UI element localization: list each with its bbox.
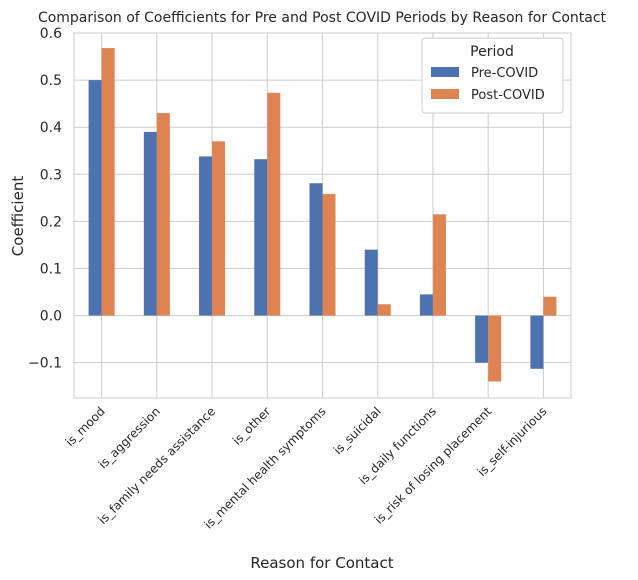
y-tick-label: 0.4 — [40, 120, 62, 136]
bar-post-covid — [101, 48, 115, 316]
plot-frame — [73, 32, 572, 399]
legend-swatch-post-covid — [431, 89, 459, 99]
bar-post-covid — [543, 296, 557, 316]
legend-label-post-covid: Post-COVID — [471, 88, 545, 103]
y-tick-label: 0.5 — [40, 73, 62, 89]
legend: Period Pre-COVID Post-COVID — [421, 37, 564, 114]
bar-post-covid — [322, 194, 336, 316]
bar-post-covid — [212, 141, 226, 316]
legend-label-pre-covid: Pre-COVID — [471, 66, 538, 81]
x-tick-label: is_other — [230, 404, 274, 448]
x-axis-label: Reason for Contact — [250, 554, 393, 572]
bars — [88, 48, 557, 382]
y-tick-label: 0.2 — [40, 214, 62, 230]
bar-post-covid — [267, 92, 281, 316]
bar-pre-covid — [199, 156, 213, 316]
y-tick-label: 0.6 — [40, 26, 62, 42]
y-tick-label: 0.1 — [40, 261, 62, 277]
bar-post-covid — [156, 113, 170, 316]
x-tick-label: is_suicidal — [331, 404, 384, 457]
legend-title: Period — [470, 44, 514, 60]
bar-pre-covid — [419, 294, 433, 316]
y-axis-label: Coefficient — [9, 176, 27, 257]
bar-post-covid — [377, 304, 391, 316]
x-tick-label: is_mood — [63, 404, 108, 449]
x-tick-label: is_mental health symptoms — [201, 404, 328, 531]
bar-pre-covid — [254, 159, 268, 316]
bar-post-covid — [488, 315, 502, 382]
x-tick-label: is_family needs assistance — [95, 404, 218, 527]
chart-title: Comparison of Coefficients for Pre and P… — [38, 10, 607, 26]
legend-swatch-pre-covid — [431, 67, 459, 77]
bar-post-covid — [432, 214, 446, 316]
x-tick-label: is_risk of losing placement — [372, 404, 495, 527]
y-tick-label: −0.1 — [28, 356, 62, 372]
bar-pre-covid — [530, 315, 544, 369]
bar-pre-covid — [143, 131, 157, 316]
bar-pre-covid — [88, 80, 102, 316]
y-tick-labels: −0.1 0.0 0.1 0.2 0.3 0.4 0.5 0.6 — [28, 26, 62, 372]
bar-pre-covid — [475, 315, 489, 363]
bar-pre-covid — [309, 183, 323, 316]
y-tick-label: 0.0 — [40, 309, 62, 325]
y-tick-label: 0.3 — [40, 167, 62, 183]
bar-pre-covid — [364, 249, 378, 316]
